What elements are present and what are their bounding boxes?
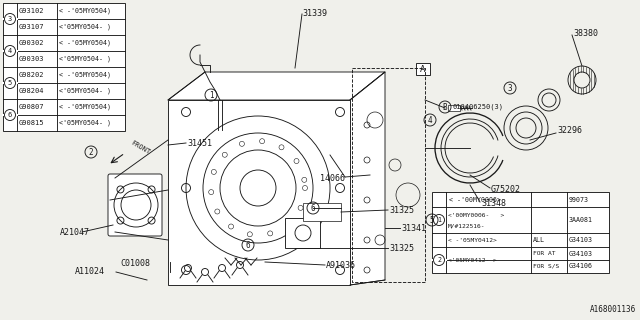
Bar bbox=[416, 63, 430, 75]
Text: 010406250(3): 010406250(3) bbox=[452, 104, 503, 110]
Text: 14066: 14066 bbox=[320, 173, 345, 182]
Text: ALL: ALL bbox=[533, 237, 545, 243]
Text: 2: 2 bbox=[437, 257, 441, 263]
Text: 1: 1 bbox=[437, 217, 441, 223]
Text: 31341: 31341 bbox=[401, 223, 426, 233]
Polygon shape bbox=[168, 72, 385, 100]
Text: < -'00MY0006>: < -'00MY0006> bbox=[449, 196, 501, 203]
Text: <'05MY0504- ): <'05MY0504- ) bbox=[58, 24, 111, 30]
Text: 99073: 99073 bbox=[569, 196, 589, 203]
Text: G90303: G90303 bbox=[19, 56, 44, 62]
FancyBboxPatch shape bbox=[108, 174, 162, 236]
Bar bbox=[3, 3, 125, 131]
Text: 4: 4 bbox=[428, 116, 432, 124]
Text: 6: 6 bbox=[310, 204, 316, 212]
Bar bbox=[285, 218, 320, 248]
Text: G34103: G34103 bbox=[569, 237, 593, 243]
Text: < -'05MY0504): < -'05MY0504) bbox=[58, 104, 111, 110]
Text: < -'05MY0412>: < -'05MY0412> bbox=[448, 237, 497, 243]
Text: < -'05MY0504): < -'05MY0504) bbox=[58, 8, 111, 14]
Text: A11024: A11024 bbox=[75, 268, 105, 276]
Text: FOR AT: FOR AT bbox=[533, 251, 556, 256]
Text: A91036: A91036 bbox=[326, 260, 356, 269]
Text: 31325: 31325 bbox=[389, 205, 414, 214]
Text: G75202: G75202 bbox=[491, 185, 521, 194]
Text: C01008: C01008 bbox=[120, 260, 150, 268]
Text: 31451: 31451 bbox=[187, 139, 212, 148]
Text: M/#122516-: M/#122516- bbox=[448, 223, 486, 228]
Text: 4: 4 bbox=[8, 48, 12, 54]
Text: < -'05MY0504): < -'05MY0504) bbox=[58, 72, 111, 78]
Text: 31325: 31325 bbox=[389, 244, 414, 252]
Text: 2: 2 bbox=[89, 148, 93, 156]
Text: B: B bbox=[443, 102, 447, 111]
Bar bbox=[448, 105, 460, 111]
Text: 3: 3 bbox=[508, 84, 512, 92]
Text: < -'05MY0504): < -'05MY0504) bbox=[58, 40, 111, 46]
Polygon shape bbox=[350, 72, 385, 285]
Text: 1: 1 bbox=[209, 91, 213, 100]
Text: <'05MY0504- ): <'05MY0504- ) bbox=[58, 56, 111, 62]
Text: 31339: 31339 bbox=[302, 9, 327, 18]
Text: 38380: 38380 bbox=[573, 28, 598, 37]
Text: G90302: G90302 bbox=[19, 40, 44, 46]
Text: G93107: G93107 bbox=[19, 24, 44, 30]
Text: A168001136: A168001136 bbox=[589, 305, 636, 314]
Text: G34103: G34103 bbox=[569, 251, 593, 257]
Text: G90807: G90807 bbox=[19, 104, 44, 110]
Text: G90815: G90815 bbox=[19, 120, 44, 126]
Text: 6: 6 bbox=[246, 241, 250, 250]
Text: 3AA081: 3AA081 bbox=[569, 217, 593, 223]
Text: G98204: G98204 bbox=[19, 88, 44, 94]
Text: G34106: G34106 bbox=[569, 263, 593, 269]
Text: A: A bbox=[420, 65, 426, 74]
Text: G93102: G93102 bbox=[19, 8, 44, 14]
Bar bbox=[303, 203, 341, 221]
Text: 3: 3 bbox=[8, 16, 12, 22]
Text: <'05MY0504- ): <'05MY0504- ) bbox=[58, 120, 111, 126]
Text: FRONT: FRONT bbox=[130, 140, 152, 156]
Polygon shape bbox=[168, 100, 350, 285]
Text: <'05MY0412- >: <'05MY0412- > bbox=[448, 258, 497, 262]
Text: FOR S/S: FOR S/S bbox=[533, 264, 559, 269]
Text: 5: 5 bbox=[429, 215, 435, 225]
Text: <'05MY0504- ): <'05MY0504- ) bbox=[58, 88, 111, 94]
Text: <'00MY0006-   >: <'00MY0006- > bbox=[448, 212, 504, 218]
Text: 32296: 32296 bbox=[557, 125, 582, 134]
Text: 5: 5 bbox=[8, 80, 12, 86]
Text: 31348: 31348 bbox=[481, 198, 506, 207]
Text: A21047: A21047 bbox=[60, 228, 90, 236]
Text: G98202: G98202 bbox=[19, 72, 44, 78]
Text: 6: 6 bbox=[8, 112, 12, 118]
Bar bbox=[432, 192, 609, 273]
